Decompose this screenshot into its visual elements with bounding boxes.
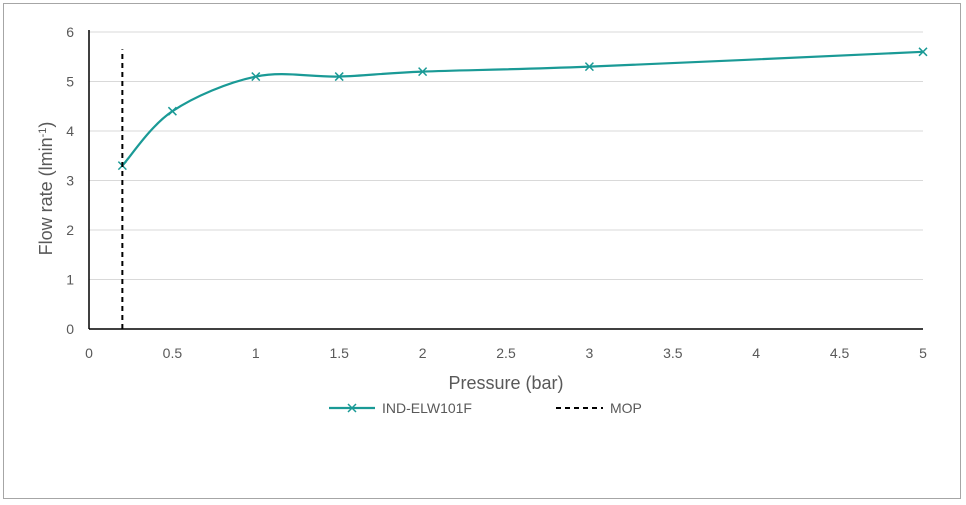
x-tick-label: 4.5: [830, 345, 850, 361]
data-point-marker: [251, 72, 261, 82]
y-tick-label: 5: [66, 74, 74, 90]
x-axis-title: Pressure (bar): [448, 373, 563, 393]
x-tick-label: 2: [419, 345, 427, 361]
legend-item-ind-elw101f: IND-ELW101F: [329, 400, 472, 416]
x-tick-label: 1: [252, 345, 260, 361]
legend-marker-x-icon: [347, 403, 357, 413]
x-tick-label: 0.5: [163, 345, 183, 361]
y-axis-title: Flow rate (lmin-1): [36, 122, 56, 256]
data-point-marker: [334, 72, 344, 82]
series-layer: [117, 47, 928, 329]
axes: [88, 30, 923, 330]
y-axis-title-main: Flow rate (lmin: [36, 137, 56, 255]
series-line: [121, 50, 924, 167]
y-axis-title-close: ): [36, 122, 56, 128]
chart-frame: [3, 3, 961, 499]
x-tick-label: 5: [919, 345, 927, 361]
series-ind-elw101f: [117, 47, 928, 171]
data-point-marker: [918, 47, 928, 57]
data-point-marker: [167, 106, 177, 116]
legend: IND-ELW101F MOP: [329, 400, 642, 416]
x-tick-label: 3.5: [663, 345, 683, 361]
y-tick-label: 6: [66, 24, 74, 40]
y-axis-title-superscript: -1: [37, 128, 49, 138]
y-tick-label: 0: [66, 321, 74, 337]
legend-item-mop: MOP: [556, 400, 642, 416]
x-tick-label: 1.5: [329, 345, 349, 361]
x-tick-label: 4: [752, 345, 760, 361]
data-point-marker: [418, 67, 428, 77]
y-tick-label: 2: [66, 222, 74, 238]
gridlines: [89, 31, 923, 280]
y-tick-labels: 0 1 2 3 4 5 6: [66, 24, 74, 337]
x-tick-label: 2.5: [496, 345, 516, 361]
legend-label-ind-elw101f: IND-ELW101F: [382, 400, 472, 416]
y-tick-label: 3: [66, 173, 74, 189]
legend-label-mop: MOP: [610, 400, 642, 416]
y-tick-label: 4: [66, 123, 74, 139]
data-point-marker: [584, 62, 594, 72]
x-tick-label: 0: [85, 345, 93, 361]
x-tick-labels: 0 0.5 1 1.5 2 2.5 3 3.5 4 4.5 5: [85, 345, 927, 361]
y-tick-label: 1: [66, 272, 74, 288]
x-tick-label: 3: [586, 345, 594, 361]
